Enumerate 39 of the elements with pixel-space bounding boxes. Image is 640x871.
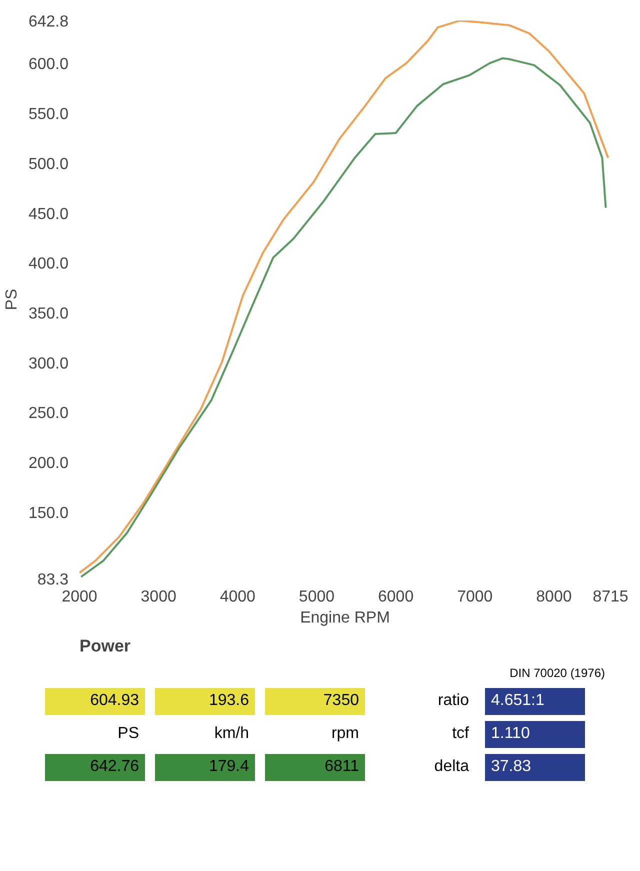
x-tick-label: 8715 [592, 588, 628, 606]
text: DIN 70020 (1976) [508, 665, 605, 682]
text: 193.6 [155, 688, 255, 715]
y-tick-label: 450.0 [28, 206, 69, 223]
text: 6811 [265, 754, 365, 781]
y-tick-label: 600.0 [28, 56, 69, 74]
x-tick-label: 3000 [140, 588, 176, 606]
y-axis-title: PS [3, 288, 20, 310]
x-tick-label: 6000 [378, 588, 414, 606]
x-tick-label: 8000 [536, 588, 572, 606]
y-tick-label: 250.0 [28, 405, 69, 422]
text: 642.76 [45, 754, 145, 781]
x-axis-title: Engine RPM [300, 610, 390, 626]
y-tick-label: 83.3 [37, 572, 69, 588]
text: 179.4 [155, 754, 255, 781]
text: rpm [265, 720, 365, 748]
text: km/h [155, 720, 255, 748]
y-tick-label: 300.0 [28, 355, 69, 372]
text: 1.110 [485, 720, 585, 748]
y-tick-label: 642.8 [28, 14, 69, 30]
y-tick-label: 350.0 [28, 306, 69, 323]
text: delta [375, 754, 475, 781]
y-tick-label: 200.0 [28, 455, 69, 472]
text: 604.93 [45, 688, 145, 715]
y-tick-label: 500.0 [28, 156, 69, 173]
text: 4.651:1 [485, 688, 585, 715]
text: PS [45, 720, 145, 748]
y-tick-label: 400.0 [28, 256, 69, 273]
x-tick-label: 4000 [220, 588, 256, 606]
y-tick-label: 550.0 [28, 106, 69, 124]
x-tick-label: 2000 [62, 588, 98, 606]
x-tick-label: 7000 [457, 588, 493, 606]
text: ratio [375, 688, 475, 715]
y-tick-label: 150.0 [28, 504, 69, 522]
text: 7350 [265, 688, 365, 715]
text: 37.83 [485, 754, 585, 781]
text: tcf [375, 720, 475, 748]
text: Power [80, 636, 131, 656]
x-tick-label: 5000 [298, 588, 335, 606]
